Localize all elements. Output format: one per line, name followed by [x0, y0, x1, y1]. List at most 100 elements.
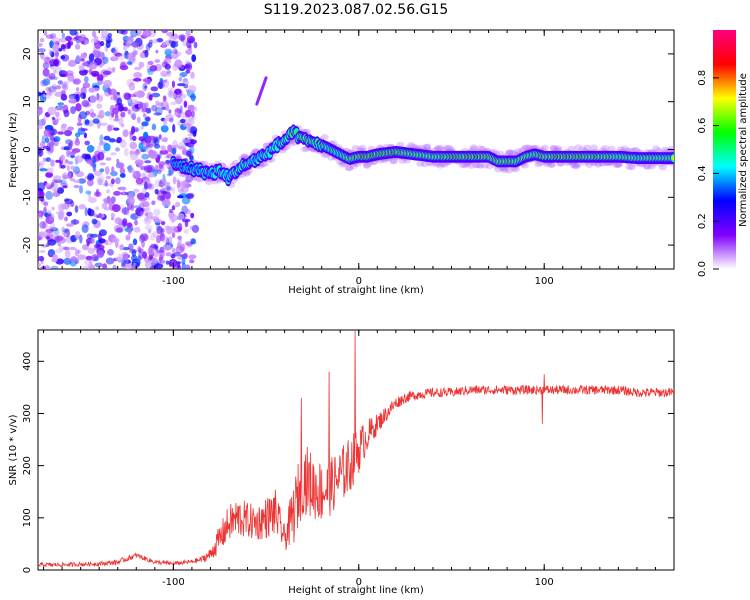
spectrogram-cell — [500, 167, 509, 174]
spectrogram-cell — [505, 167, 514, 174]
spectrogram-cell — [68, 246, 77, 251]
spectrogram-cell — [45, 190, 53, 200]
spectrogram-cell — [66, 211, 73, 217]
spectrogram-cell — [74, 139, 81, 146]
spectrogram-cell — [191, 110, 195, 118]
spectrogram-cell — [190, 238, 196, 245]
spectrogram-cell — [549, 145, 558, 151]
spectrogram-cell — [101, 30, 108, 39]
spectrogram-cell — [67, 143, 73, 151]
y-tick-label: 20 — [22, 48, 33, 61]
spectrogram-cell — [130, 113, 135, 118]
spectrogram-cell — [119, 173, 126, 178]
spectrogram-cell — [92, 87, 100, 92]
spectrogram-cell — [420, 161, 429, 168]
spectrogram-cell — [179, 105, 183, 114]
spectrogram-cell — [52, 254, 58, 263]
spectrogram-cell — [51, 37, 61, 44]
spectrogram-cell — [170, 225, 178, 234]
spectrogram-cell — [180, 118, 186, 124]
spectrogram-cell — [358, 144, 367, 151]
spectrogram-cell — [117, 53, 126, 60]
spectrogram-cell — [122, 92, 130, 100]
spectrogram-cell — [54, 229, 60, 236]
spectrogram-cell — [39, 160, 45, 166]
spectrogram-cell — [523, 144, 532, 151]
spectrogram-cell — [85, 190, 92, 195]
spectrogram-cell — [177, 222, 183, 232]
spectrogram-cell — [111, 69, 116, 73]
spectrogram-cell — [51, 206, 55, 211]
spectrogram-cell — [594, 161, 603, 168]
spectrogram-cell — [118, 117, 124, 126]
spectrogram-cell — [90, 70, 100, 77]
spectrogram-cell — [125, 265, 132, 269]
spectrogram-cell — [63, 257, 72, 265]
spectrogram-cell — [116, 136, 123, 144]
spectrogram-cell — [96, 144, 102, 153]
spectrogram-cell — [153, 143, 161, 149]
spectrogram-cell — [614, 162, 623, 168]
spectrogram-cell — [147, 172, 155, 178]
spectrogram-cell — [658, 164, 667, 171]
spectrogram-marks — [38, 30, 674, 269]
spectrogram-cell — [362, 161, 371, 168]
spectrogram-cell — [38, 262, 41, 268]
spectrogram-cell — [165, 252, 172, 257]
spectrogram-cell — [125, 234, 131, 241]
spectrogram-cell — [126, 36, 131, 42]
spectrogram-cell — [168, 258, 178, 267]
spectrogram-cell — [168, 236, 173, 245]
spectrogram-cell — [152, 250, 160, 258]
colorbar-gradient — [713, 30, 736, 269]
spectrogram-cell — [133, 226, 141, 233]
spectrogram-cell — [182, 80, 190, 85]
spectrogram-cell — [520, 144, 529, 151]
spectrogram-cell — [116, 30, 126, 34]
spectrogram-cell — [153, 244, 159, 249]
spectrogram-cell — [143, 164, 153, 174]
spectrogram-cell — [168, 169, 174, 176]
spectrogram-cell — [162, 95, 167, 102]
colorbar-tick-label: 0.4 — [697, 165, 708, 181]
spectrogram-cell — [129, 132, 133, 141]
spectrogram-cell — [55, 159, 61, 163]
spectrogram-cell — [112, 50, 119, 57]
spectrogram-cell — [38, 231, 48, 238]
spectrogram-cell — [99, 122, 108, 126]
y-tick-label: 200 — [22, 456, 33, 475]
spectrogram-cell — [81, 153, 88, 159]
spectrogram-cell — [463, 161, 472, 168]
spectrogram-streak — [255, 76, 268, 106]
spectrogram-cell — [155, 49, 159, 54]
spectrogram-cell — [45, 215, 55, 225]
spectrogram-cell — [48, 249, 55, 256]
spectrogram-cell — [178, 34, 186, 41]
spectrogram-cell — [82, 62, 88, 67]
spectrogram-cell — [84, 259, 92, 266]
spectrogram-cell — [80, 58, 85, 62]
spectrogram-cell — [99, 162, 107, 166]
spectrogram-cell — [171, 80, 175, 88]
spectrogram-cell — [84, 140, 90, 146]
spectrogram-cell — [86, 174, 91, 181]
spectrogram-cell — [179, 181, 187, 189]
spectrogram-cell — [62, 174, 69, 180]
spectrogram-cell — [176, 180, 181, 189]
spectrogram-cell — [67, 126, 74, 131]
spectrogram-cell — [65, 159, 69, 164]
spectrogram-cell — [54, 118, 60, 123]
spectrogram-cell — [614, 161, 623, 168]
snr-ylabel: SNR (10 * v/v) — [8, 414, 19, 485]
y-tick-label: -10 — [22, 189, 33, 205]
spectrogram-cell — [136, 30, 142, 37]
spectrogram-cell — [60, 154, 65, 161]
x-tick-label: -100 — [162, 276, 185, 287]
spectrogram-cell — [133, 188, 140, 193]
spectrogram-cell — [153, 231, 158, 238]
spectrogram-cell — [172, 186, 176, 195]
spectrogram-cell — [601, 145, 609, 152]
spectrogram-cell — [93, 44, 102, 49]
spectrogram-cell — [119, 139, 127, 149]
spectrogram-cell — [184, 64, 191, 69]
